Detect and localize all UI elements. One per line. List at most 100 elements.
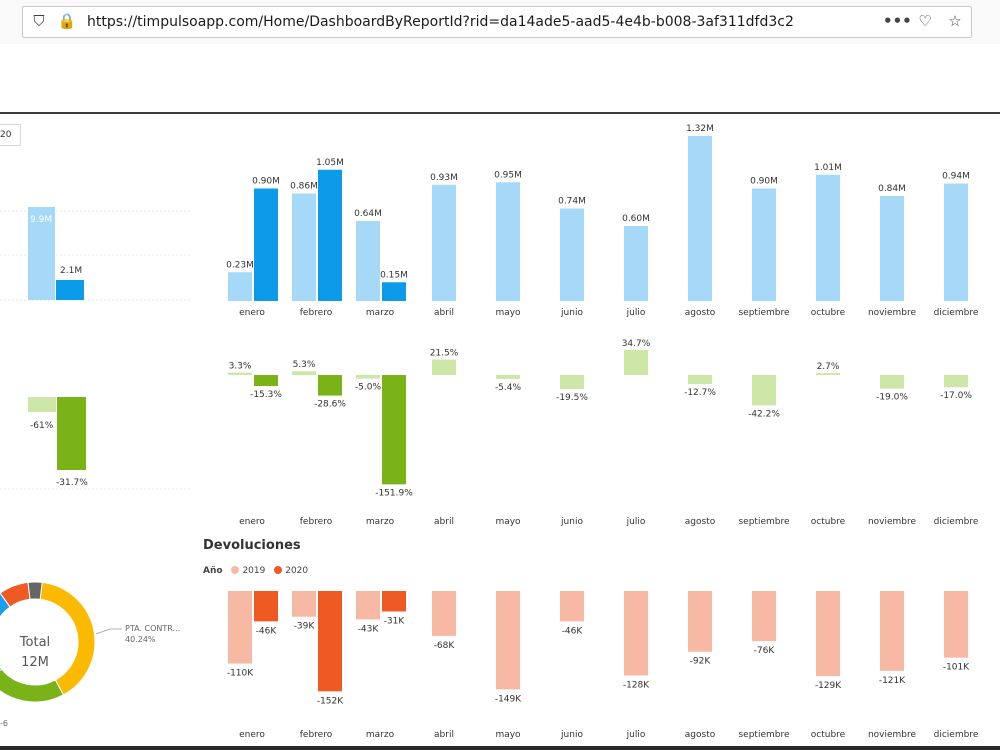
ret-category-agosto: agosto (685, 730, 716, 740)
year-slicer-fragment[interactable]: 20 (0, 124, 21, 146)
sales-category-febrero: febrero (300, 308, 333, 318)
var-bar-2019-abril[interactable] (432, 359, 456, 375)
sales-bar-2019-marzo[interactable] (356, 221, 380, 301)
lock-icon[interactable]: 🔒 (57, 12, 77, 30)
ret-category-marzo: marzo (366, 730, 395, 740)
var-label-2020-marzo: -151.9% (375, 488, 413, 498)
sales-bar-2019-abril[interactable] (432, 184, 456, 301)
var-bar-2020-enero[interactable] (254, 375, 278, 387)
sales-category-septiembre: septiembre (738, 308, 789, 318)
left-sales-bar-2019[interactable] (28, 207, 55, 300)
legend-label-2019[interactable]: 2019 (242, 566, 266, 576)
var-label-2019-junio: -19.5% (556, 393, 588, 403)
sales-label-2019-septiembre: 0.90M (750, 177, 778, 187)
var-label-2020-enero: -15.3% (250, 390, 282, 400)
ret-category-enero: enero (239, 730, 265, 740)
ret-label-2019-julio: -128K (623, 680, 650, 690)
donut-slice-label: PTA. CONTR... (125, 624, 180, 633)
devoluciones-title: Devoluciones (203, 538, 301, 553)
ret-bar-2019-febrero[interactable] (292, 591, 316, 617)
var-label-2019-marzo: -5.0% (355, 383, 382, 393)
sales-bar-2019-julio[interactable] (624, 226, 648, 301)
ret-bar-2019-marzo[interactable] (356, 591, 380, 620)
shield-icon[interactable]: ⛉ (33, 12, 45, 30)
donut-slice-4[interactable] (27, 581, 43, 600)
ret-label-2019-septiembre: -76K (754, 646, 776, 656)
sales-bar-2019-agosto[interactable] (688, 136, 712, 301)
var-bar-2019-noviembre[interactable] (880, 375, 904, 389)
ret-bar-2019-julio[interactable] (624, 591, 648, 676)
sales-bar-2019-mayo[interactable] (496, 182, 520, 301)
sales-label-2019-mayo: 0.95M (494, 170, 522, 180)
left-sales-bar-2020[interactable] (56, 280, 84, 300)
sales-category-octubre: octubre (811, 308, 846, 318)
url-text[interactable]: https://timpulsoapp.com/Home/DashboardBy… (87, 14, 794, 30)
sales-bar-2020-febrero[interactable] (318, 169, 342, 301)
ret-bar-2020-marzo[interactable] (382, 591, 406, 612)
sales-bar-2019-junio[interactable] (560, 208, 584, 302)
donut-center-label: Total (19, 635, 50, 650)
sales-bar-2019-septiembre[interactable] (752, 188, 776, 302)
var-category-noviembre: noviembre (868, 517, 917, 527)
var-bar-2020-marzo[interactable] (382, 375, 406, 485)
donut-center-value: 12M (21, 655, 49, 670)
sales-bar-2019-octubre[interactable] (816, 174, 840, 301)
ret-bar-2019-noviembre[interactable] (880, 591, 904, 671)
pocket-icon[interactable]: ♡ (918, 12, 932, 30)
sales-bar-2019-diciembre[interactable] (944, 183, 968, 302)
donut-chart[interactable] (0, 581, 122, 703)
var-bar-2019-junio[interactable] (560, 375, 584, 390)
donut-small-label: -6 (0, 719, 8, 728)
sales-bar-2019-noviembre[interactable] (880, 196, 904, 301)
ret-label-2019-febrero: -39K (294, 622, 316, 632)
sales-bar-2019-febrero[interactable] (292, 193, 316, 302)
ret-bar-2019-agosto[interactable] (688, 591, 712, 652)
ret-bar-2019-octubre[interactable] (816, 591, 840, 677)
ret-category-octubre: octubre (811, 730, 846, 740)
ret-bar-2019-mayo[interactable] (496, 591, 520, 690)
var-bar-2019-septiembre[interactable] (752, 375, 776, 406)
ret-category-septiembre: septiembre (738, 730, 789, 740)
var-bar-2019-enero[interactable] (228, 372, 252, 375)
sales-bar-2020-marzo[interactable] (382, 282, 406, 301)
var-bar-2020-febrero[interactable] (318, 375, 342, 396)
left-var-bar-2020[interactable] (57, 397, 86, 470)
sales-bar-2019-enero[interactable] (228, 272, 252, 301)
more-icon[interactable]: ••• (883, 12, 912, 30)
var-label-2019-febrero: 5.3% (293, 360, 316, 370)
ret-label-2019-marzo: -43K (358, 624, 380, 634)
ret-label-2019-mayo: -149K (495, 694, 522, 704)
legend-swatch-2020 (274, 566, 283, 574)
donut-slice-2[interactable] (0, 592, 11, 680)
legend-label-2020[interactable]: 2020 (285, 566, 309, 576)
sales-label-2019-febrero: 0.86M (290, 182, 318, 192)
ret-bar-2019-junio[interactable] (560, 591, 584, 622)
ret-label-2019-enero: -110K (227, 669, 254, 679)
left-var-bar-2019[interactable] (28, 397, 56, 412)
ret-bar-2019-septiembre[interactable] (752, 591, 776, 642)
ret-bar-2019-abril[interactable] (432, 591, 456, 636)
var-bar-2019-mayo[interactable] (496, 375, 520, 379)
sales-bar-2020-enero[interactable] (254, 188, 278, 302)
var-bar-2019-julio[interactable] (624, 350, 648, 375)
var-category-febrero: febrero (300, 517, 333, 527)
var-category-septiembre: septiembre (738, 517, 789, 527)
var-bar-2019-marzo[interactable] (356, 375, 380, 379)
sales-label-2019-diciembre: 0.94M (942, 172, 970, 182)
var-bar-2019-diciembre[interactable] (944, 375, 968, 388)
address-bar[interactable]: ⛉ 🔒 https://timpulsoapp.com/Home/Dashboa… (22, 6, 972, 38)
star-icon[interactable]: ☆ (948, 12, 962, 30)
var-bar-2019-agosto[interactable] (688, 375, 712, 385)
var-bar-2019-octubre[interactable] (816, 373, 840, 375)
ret-bar-2020-febrero[interactable] (318, 591, 342, 692)
report-divider (0, 112, 1000, 114)
donut-slice-1[interactable] (0, 668, 65, 703)
ret-label-2019-diciembre: -101K (943, 663, 970, 673)
ret-bar-2020-enero[interactable] (254, 591, 278, 622)
var-bar-2019-febrero[interactable] (292, 371, 316, 375)
sales-category-mayo: mayo (495, 308, 521, 318)
ret-bar-2019-enero[interactable] (228, 591, 252, 664)
ret-bar-2019-diciembre[interactable] (944, 591, 968, 658)
var-label-2019-diciembre: -17.0% (940, 391, 972, 401)
sales-category-agosto: agosto (685, 308, 716, 318)
